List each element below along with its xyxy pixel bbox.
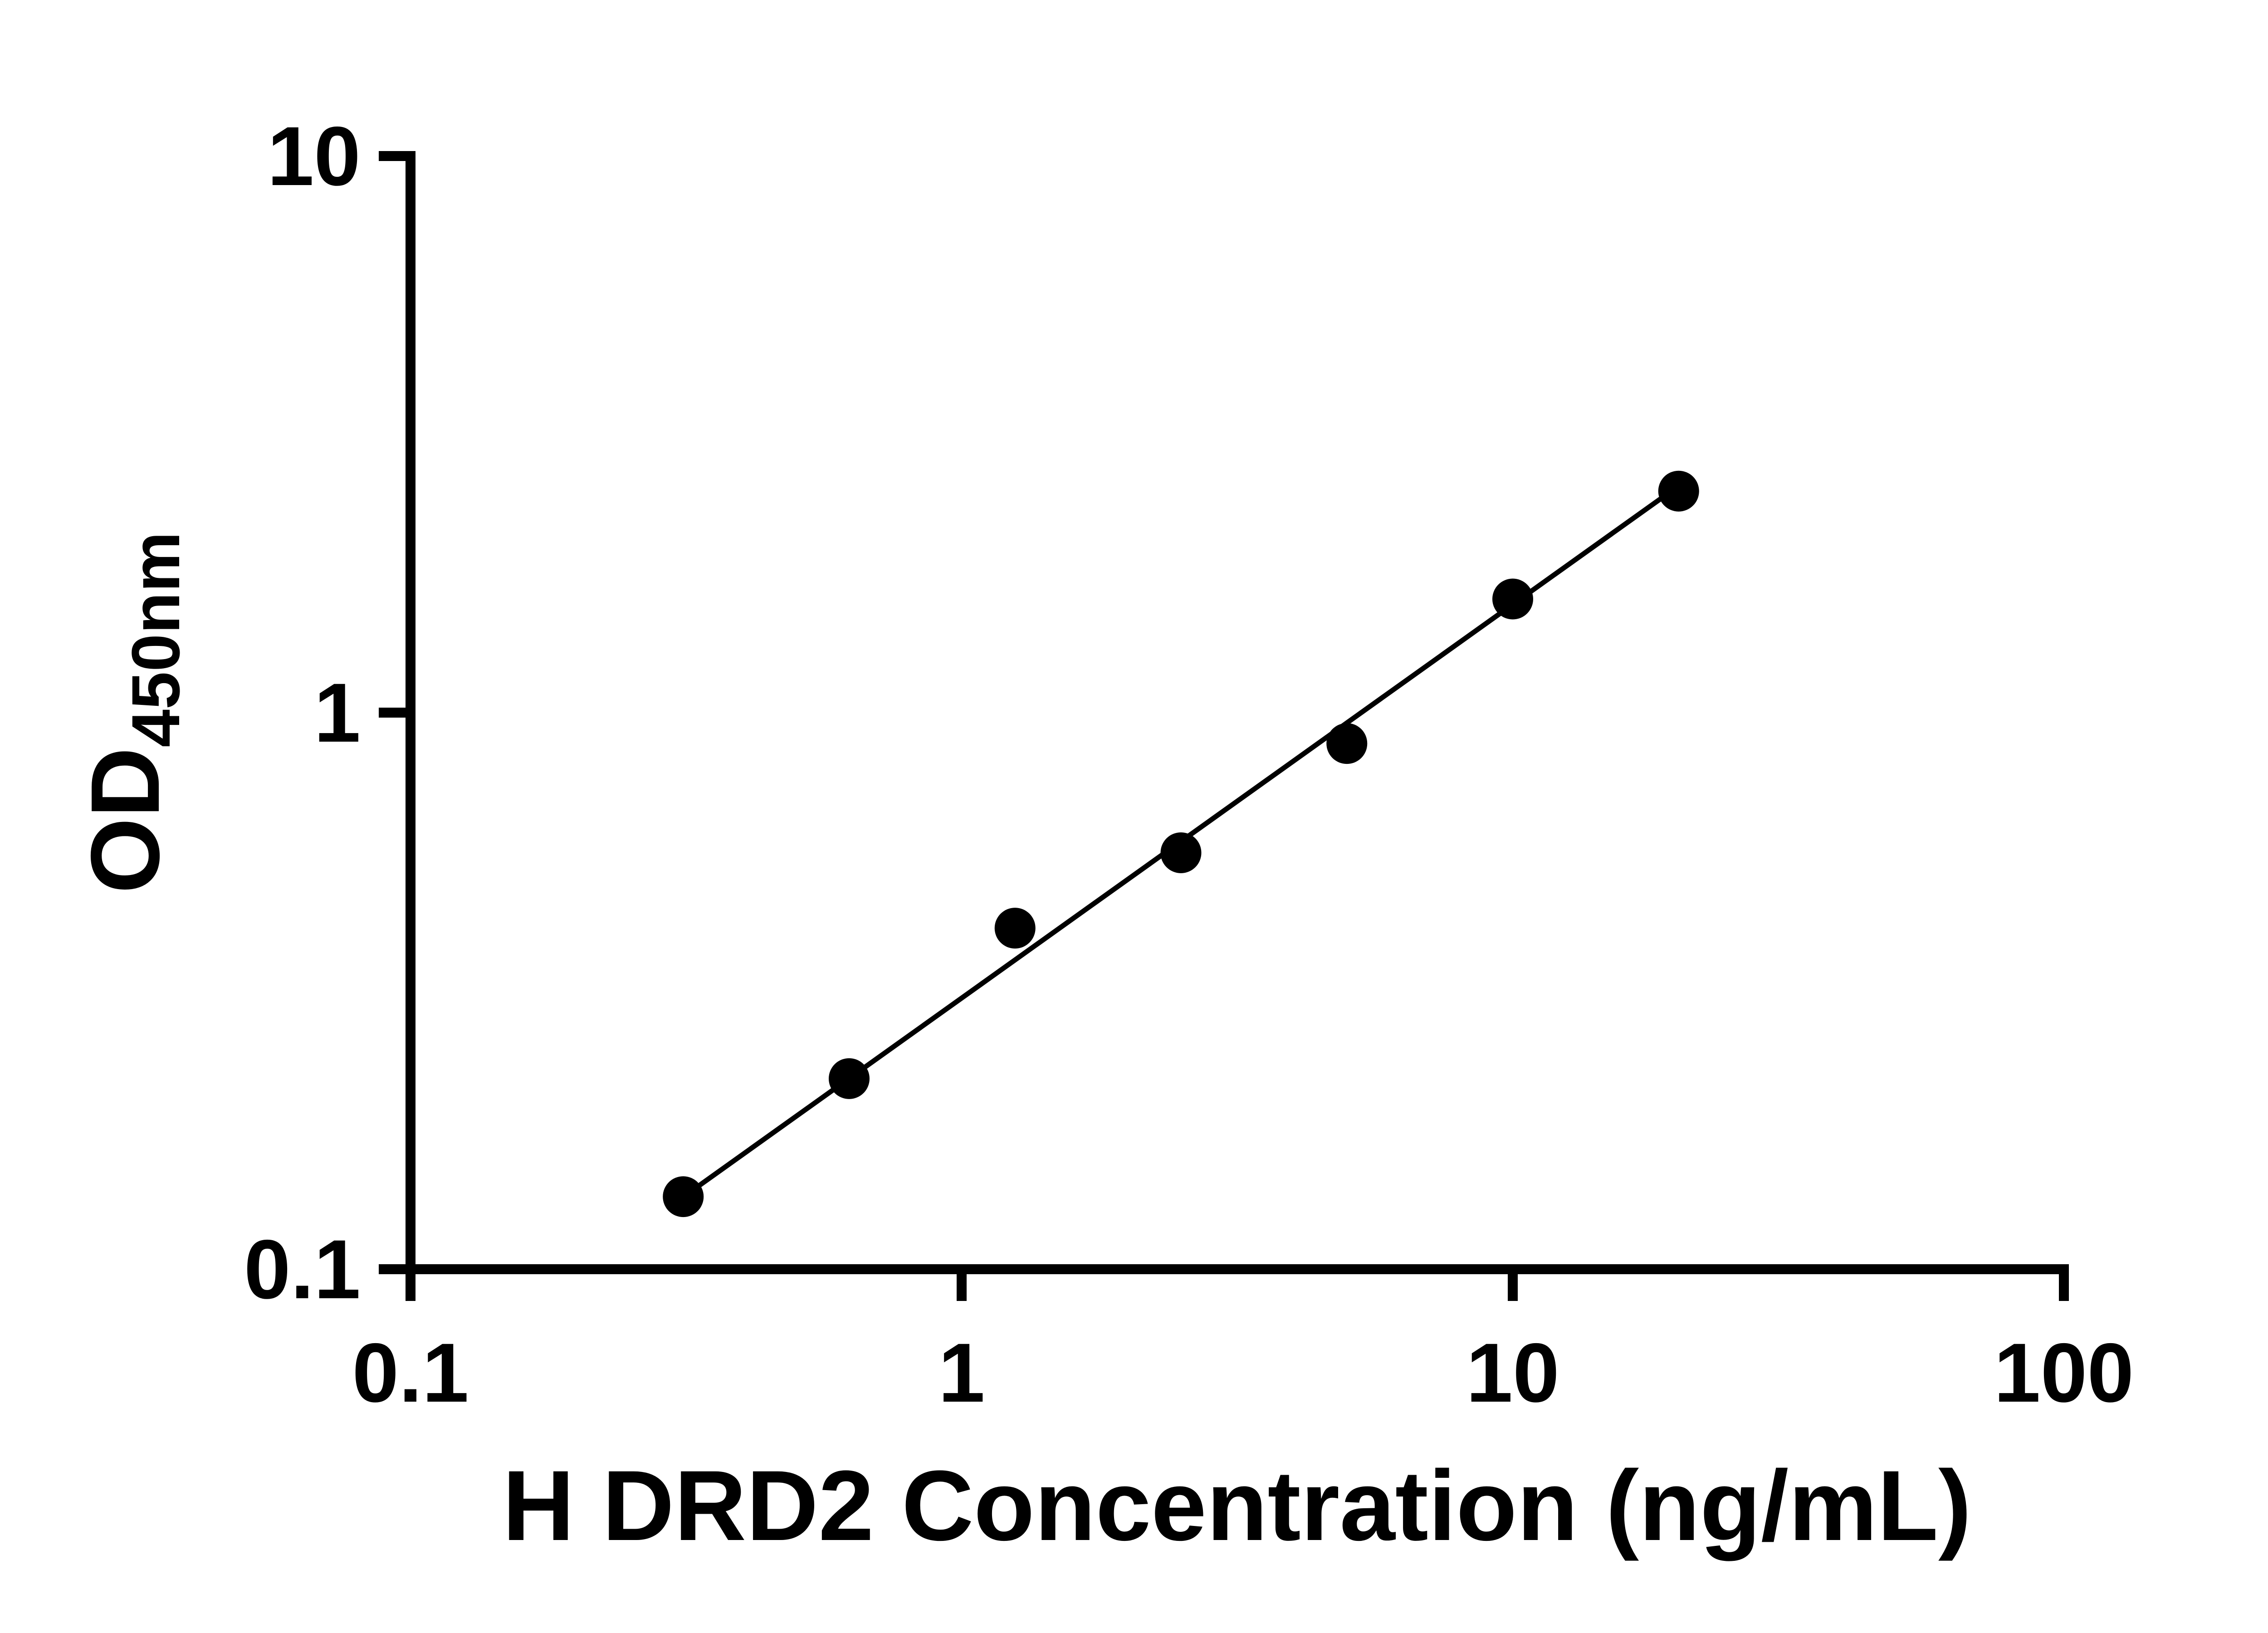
y-axis-title-main: OD xyxy=(70,747,180,894)
axes-spine xyxy=(406,151,2069,1274)
data-point xyxy=(828,1058,870,1099)
data-point xyxy=(994,908,1036,949)
data-point xyxy=(1658,470,1699,512)
x-axis-tick-label: 100 xyxy=(1994,1326,2134,1420)
x-axis-tick-label: 0.1 xyxy=(352,1326,469,1420)
x-axis-title: H DRD2 Concentration (ng/mL) xyxy=(503,1450,1972,1561)
data-point xyxy=(1160,832,1202,873)
y-axis-title-subscript: 450nm xyxy=(117,532,194,747)
data-point xyxy=(1326,723,1368,764)
y-axis-tick-label: 1 xyxy=(314,666,361,760)
x-axis-tick-label: 10 xyxy=(1466,1326,1559,1420)
data-point xyxy=(663,1176,704,1217)
y-axis-tick-label: 10 xyxy=(267,110,361,203)
y-axis-tick-label: 0.1 xyxy=(244,1223,361,1316)
data-point xyxy=(1492,578,1533,620)
y-axis-title: OD450nm xyxy=(70,532,194,894)
x-axis-tick-label: 1 xyxy=(938,1326,985,1420)
